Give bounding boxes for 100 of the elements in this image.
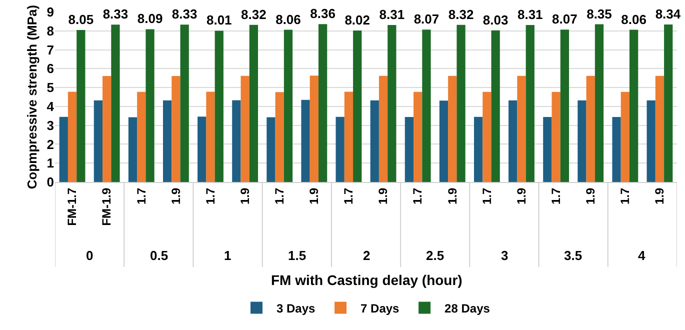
bar bbox=[94, 100, 103, 182]
x-axis-title: FM with Casting delay (hour) bbox=[271, 272, 462, 288]
data-label: 8.09 bbox=[137, 11, 163, 26]
bar bbox=[404, 117, 414, 182]
data-label: 8.03 bbox=[482, 12, 508, 28]
bar bbox=[586, 76, 595, 182]
y-tick-label: 4 bbox=[46, 98, 55, 114]
text: 4 bbox=[638, 248, 646, 263]
y-tick-label: 0 bbox=[46, 174, 54, 190]
x-tick-label: 1.9 bbox=[445, 187, 460, 204]
bar bbox=[612, 117, 621, 182]
bar bbox=[336, 116, 344, 182]
x-tick-label: 1.7 bbox=[134, 187, 148, 204]
data-label: 8.02 bbox=[344, 12, 370, 28]
bar bbox=[310, 76, 318, 182]
bar bbox=[422, 30, 431, 182]
x-tick-label: 1.7 bbox=[480, 187, 494, 204]
data-label: 8.01 bbox=[206, 12, 232, 28]
data-label: 8.31 bbox=[517, 7, 543, 22]
bar bbox=[456, 24, 466, 182]
legend-label: 7 Days bbox=[360, 301, 400, 316]
bar bbox=[378, 76, 388, 182]
bar bbox=[620, 92, 630, 182]
data-label: 8.35 bbox=[586, 6, 612, 22]
bar bbox=[388, 25, 396, 182]
text: 0.5 bbox=[150, 248, 168, 263]
text: 3 bbox=[501, 248, 508, 263]
bar bbox=[180, 24, 189, 182]
text: 0 bbox=[86, 248, 94, 263]
y-axis-title: Copmpressive strength (MPa) bbox=[24, 4, 40, 190]
x-tick-label: 1.7 bbox=[618, 187, 632, 204]
x-tick-label: 1.9 bbox=[584, 187, 598, 204]
data-label: 8.32 bbox=[448, 6, 474, 22]
bar bbox=[370, 100, 379, 182]
data-label: 8.34 bbox=[655, 6, 682, 22]
bar bbox=[76, 30, 86, 182]
legend-label: 28 Days bbox=[444, 301, 490, 316]
x-tick-label: 1.9 bbox=[168, 187, 183, 204]
y-tick-label: 3 bbox=[46, 118, 54, 133]
bar bbox=[249, 24, 258, 182]
y-tick-label: 9 bbox=[46, 4, 54, 20]
bar bbox=[578, 100, 586, 182]
bar bbox=[275, 92, 284, 182]
data-label: 8.07 bbox=[552, 12, 578, 27]
bar bbox=[353, 30, 362, 182]
text: 1 bbox=[224, 248, 232, 263]
legend-label: 3 Days bbox=[276, 301, 316, 316]
bar bbox=[448, 76, 457, 182]
bar bbox=[552, 92, 560, 182]
bar bbox=[198, 116, 206, 182]
x-tick-label: 1.7 bbox=[548, 187, 563, 204]
x-tick-label: FM-1.7 bbox=[65, 187, 80, 226]
bar bbox=[655, 76, 664, 182]
x-tick-label: 1.7 bbox=[410, 187, 425, 204]
bar bbox=[594, 24, 604, 182]
bar bbox=[646, 100, 656, 182]
bar bbox=[240, 76, 250, 182]
bar bbox=[162, 100, 172, 182]
x-tick-label: 1.9 bbox=[307, 187, 322, 204]
x-tick-label: 1.9 bbox=[652, 187, 667, 204]
data-label: 8.06 bbox=[276, 12, 301, 27]
x-tick-label: 1.9 bbox=[514, 187, 528, 204]
bar bbox=[214, 30, 224, 182]
bar bbox=[301, 100, 310, 182]
data-label: 8.06 bbox=[621, 12, 646, 27]
x-tick-label: 1.7 bbox=[342, 187, 356, 204]
bar bbox=[543, 117, 552, 182]
bar bbox=[206, 92, 215, 182]
y-tick-label: 8 bbox=[46, 23, 54, 38]
bar bbox=[491, 30, 500, 182]
text: 3.5 bbox=[564, 248, 582, 263]
bar bbox=[508, 100, 518, 182]
x-tick-label: 1.9 bbox=[376, 187, 390, 204]
data-label: 8.32 bbox=[241, 6, 266, 22]
y-tick-label: 5 bbox=[46, 80, 54, 96]
x-tick-label: 1.9 bbox=[238, 187, 252, 204]
x-tick-label: 1.7 bbox=[272, 187, 287, 204]
bar bbox=[482, 92, 492, 182]
text: 1.5 bbox=[288, 248, 306, 263]
bar bbox=[439, 100, 448, 182]
bar bbox=[102, 76, 112, 182]
bar bbox=[517, 76, 526, 182]
text: 2 bbox=[363, 248, 370, 263]
bar bbox=[137, 92, 146, 182]
x-tick-label: FM-1.9 bbox=[100, 187, 114, 226]
bar bbox=[266, 117, 276, 182]
data-label: 8.05 bbox=[68, 12, 94, 27]
bar bbox=[318, 24, 328, 182]
bar bbox=[629, 30, 638, 182]
bar bbox=[128, 117, 138, 182]
y-tick-label: 1 bbox=[46, 156, 54, 171]
bar bbox=[474, 116, 483, 182]
data-label: 8.33 bbox=[172, 6, 198, 22]
bar bbox=[111, 24, 120, 182]
y-tick-label: 6 bbox=[46, 61, 54, 76]
y-tick-label: 2 bbox=[46, 136, 54, 152]
data-label: 8.31 bbox=[379, 7, 405, 22]
bar bbox=[284, 30, 293, 182]
y-tick-label: 7 bbox=[46, 42, 54, 58]
bar bbox=[344, 92, 354, 182]
